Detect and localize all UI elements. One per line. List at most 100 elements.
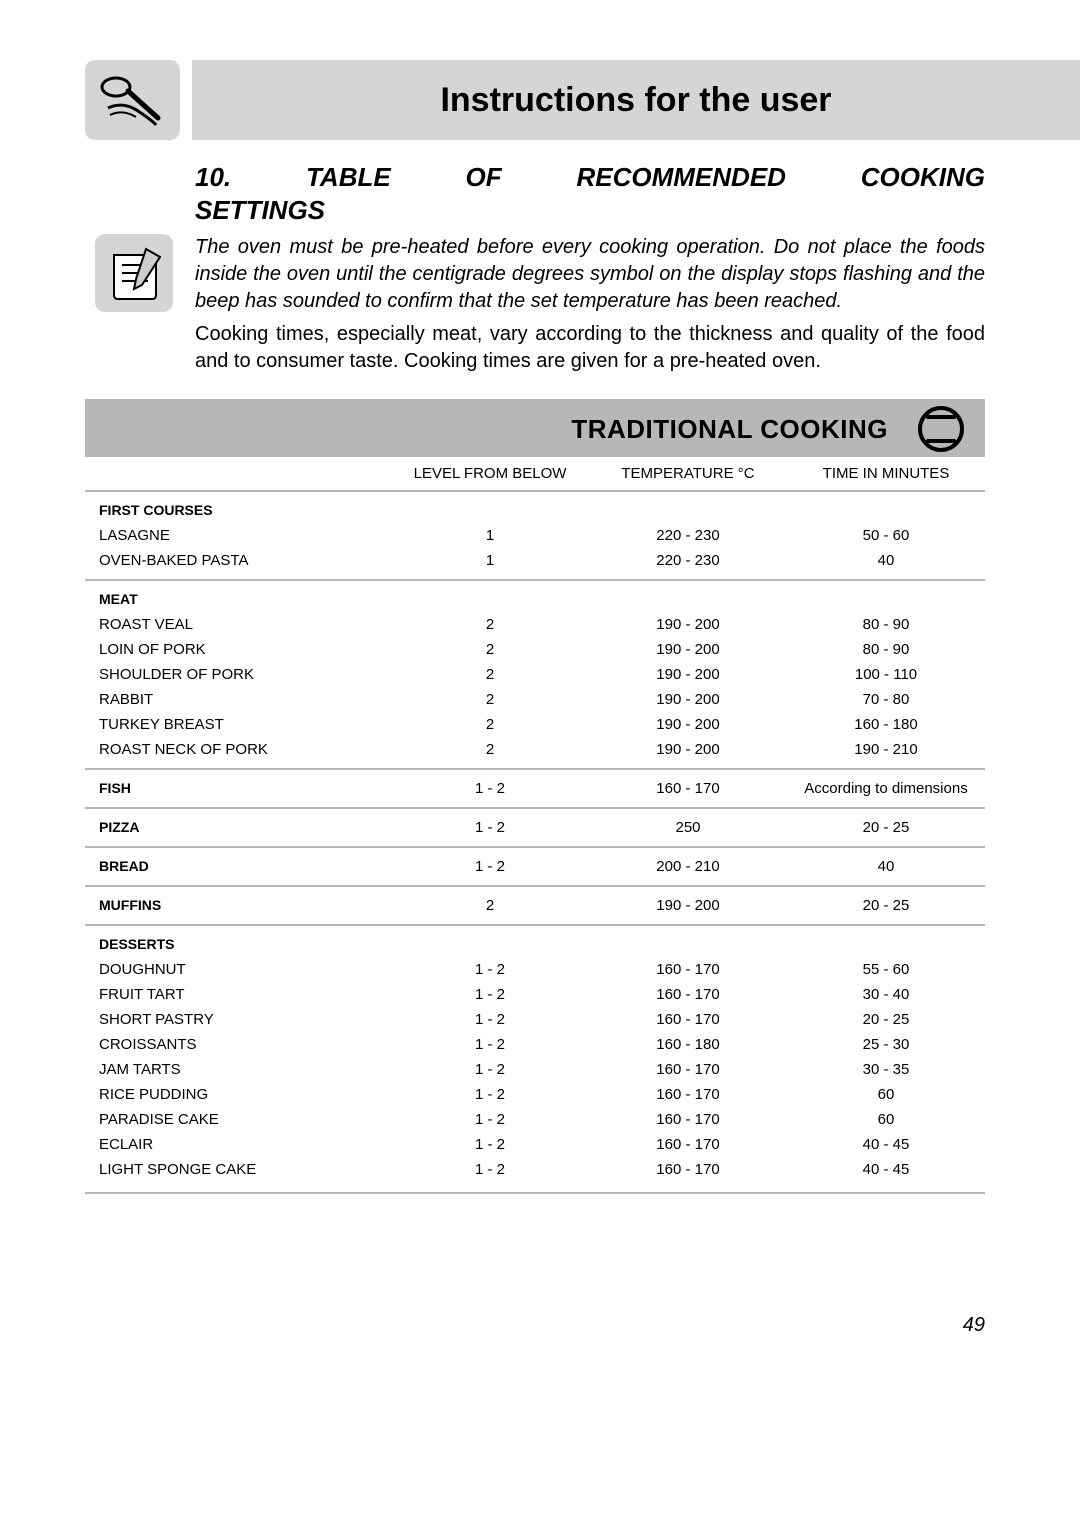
cell-time: 25 - 30 [787,1032,985,1057]
cell-level: 1 - 2 [391,1007,589,1032]
category-label: MEAT [99,591,138,607]
cell-temp: 200 - 210 [589,847,787,886]
cell-food: SHORT PASTRY [85,1007,391,1032]
cell-food: CROISSANTS [85,1032,391,1057]
cell-temp: 190 - 200 [589,712,787,737]
cell-level: 2 [391,737,589,769]
col-time-header: TIME IN MINUTES [787,456,985,491]
cooking-table: LEVEL FROM BELOW TEMPERATURE °C TIME IN … [85,455,985,1194]
cell-level: 2 [391,886,589,925]
header-title-box: Instructions for the user GB-IE [192,60,1080,140]
cell-time: 30 - 40 [787,982,985,1007]
cell-level: 1 [391,548,589,580]
cell-level: 1 - 2 [391,957,589,982]
table-row: ROAST VEAL2190 - 20080 - 90 [85,612,985,637]
cell-level: 2 [391,662,589,687]
cell-temp: 160 - 180 [589,1032,787,1057]
table-header: TRADITIONAL COOKING [85,399,985,455]
cell-food: RABBIT [85,687,391,712]
category-label: DESSERTS [99,936,174,952]
cell-level: 1 - 2 [391,1057,589,1082]
table-title: TRADITIONAL COOKING [571,414,888,445]
cell-level: 1 [391,523,589,548]
category-label: FIRST COURSES [99,502,213,518]
cell-temp: 190 - 200 [589,687,787,712]
table-row: ECLAIR1 - 2160 - 17040 - 45 [85,1132,985,1157]
cell-temp: 250 [589,808,787,847]
cooking-table-wrap: TRADITIONAL COOKING LEVEL FROM BELOW TEM… [85,399,985,1194]
table-row: PARADISE CAKE1 - 2160 - 17060 [85,1107,985,1132]
category-label: BREAD [99,858,149,874]
cell-level: 1 - 2 [391,1107,589,1132]
table-row: PIZZA1 - 225020 - 25 [85,808,985,847]
cell-level: 1 - 2 [391,1082,589,1107]
section-heading-line1: 10. TABLE OF RECOMMENDED COOKING [195,162,985,193]
table-category-row: DESSERTS [85,925,985,957]
table-row: SHORT PASTRY1 - 2160 - 17020 - 25 [85,1007,985,1032]
table-row: RICE PUDDING1 - 2160 - 17060 [85,1082,985,1107]
table-row: DOUGHNUT1 - 2160 - 17055 - 60 [85,957,985,982]
cell-time: 55 - 60 [787,957,985,982]
table-row: LIGHT SPONGE CAKE1 - 2160 - 17040 - 45 [85,1157,985,1193]
cell-food: LASAGNE [85,523,391,548]
cell-temp: 190 - 200 [589,886,787,925]
col-food-header [85,456,391,491]
table-row: FRUIT TART1 - 2160 - 17030 - 40 [85,982,985,1007]
cell-time: According to dimensions [787,769,985,808]
cell-time: 40 [787,548,985,580]
cell-time: 60 [787,1082,985,1107]
cell-time: 190 - 210 [787,737,985,769]
cell-food: RICE PUDDING [85,1082,391,1107]
table-row: LOIN OF PORK2190 - 20080 - 90 [85,637,985,662]
table-row: BREAD 1 - 2200 - 21040 [85,847,985,886]
table-row: FISH1 - 2160 - 170According to dimension… [85,769,985,808]
cell-level: 1 - 2 [391,1157,589,1193]
cell-temp: 220 - 230 [589,523,787,548]
cell-time: 40 - 45 [787,1132,985,1157]
cell-time: 160 - 180 [787,712,985,737]
cell-temp: 160 - 170 [589,1007,787,1032]
cell-level: 1 - 2 [391,1132,589,1157]
cell-temp: 190 - 200 [589,737,787,769]
col-level-header: LEVEL FROM BELOW [391,456,589,491]
table-row: SHOULDER OF PORK2190 - 200100 - 110 [85,662,985,687]
cell-food: ROAST NECK OF PORK [85,737,391,769]
cell-time: 100 - 110 [787,662,985,687]
cell-level: 2 [391,712,589,737]
cell-food: LOIN OF PORK [85,637,391,662]
category-label: MUFFINS [99,897,161,913]
cell-time: 40 - 45 [787,1157,985,1193]
cell-food: ROAST VEAL [85,612,391,637]
cell-level: 2 [391,687,589,712]
cell-food: OVEN-BAKED PASTA [85,548,391,580]
cell-time: 80 - 90 [787,612,985,637]
cell-level: 1 - 2 [391,769,589,808]
cell-temp: 160 - 170 [589,1107,787,1132]
note-row: The oven must be pre-heated before every… [195,234,985,315]
cell-food: SHOULDER OF PORK [85,662,391,687]
cell-level: 1 - 2 [391,1032,589,1057]
cell-time: 20 - 25 [787,886,985,925]
cell-temp: 160 - 170 [589,982,787,1007]
table-row: JAM TARTS1 - 2160 - 17030 - 35 [85,1057,985,1082]
cell-time: 80 - 90 [787,637,985,662]
cell-food: JAM TARTS [85,1057,391,1082]
cell-time: 70 - 80 [787,687,985,712]
note-icon [95,234,173,312]
cell-temp: 190 - 200 [589,662,787,687]
traditional-cooking-icon [918,406,964,452]
cell-time: 40 [787,847,985,886]
cell-temp: 190 - 200 [589,637,787,662]
table-row: MUFFINS 2190 - 20020 - 25 [85,886,985,925]
category-label: PIZZA [99,819,139,835]
cell-time: 20 - 25 [787,1007,985,1032]
cell-food: FRUIT TART [85,982,391,1007]
table-row: LASAGNE1220 - 23050 - 60 [85,523,985,548]
col-temp-header: TEMPERATURE °C [589,456,787,491]
cell-food: TURKEY BREAST [85,712,391,737]
cell-level: 1 - 2 [391,808,589,847]
table-category-row: FIRST COURSES [85,491,985,523]
section-heading-line2: SETTINGS [195,195,985,226]
cell-level: 1 - 2 [391,847,589,886]
cell-temp: 160 - 170 [589,1157,787,1193]
